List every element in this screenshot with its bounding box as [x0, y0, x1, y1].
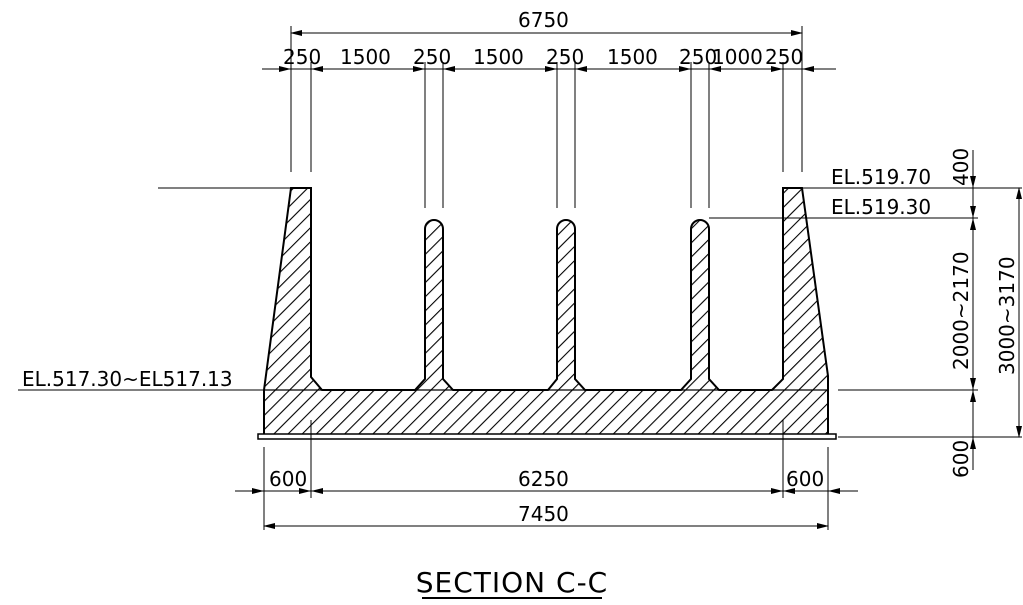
dim-seg-8: 1000 [712, 45, 763, 69]
dim-segment-arrows [279, 66, 814, 72]
dim-overall-bottom: 7450 [518, 502, 569, 526]
dim-seg-5: 250 [546, 45, 584, 69]
dim-pier-height: 2000~2170 [949, 251, 973, 370]
elevation-marks: EL.519.70 EL.519.30 EL.517.30~EL517.13 [18, 165, 1022, 438]
section-title-group: SECTION C-C [416, 566, 608, 599]
dim-top-offset: 400 [949, 148, 973, 186]
bottom-dimensions: 600 6250 600 7450 [235, 420, 858, 530]
top-extension-lines [290, 26, 803, 208]
channel-structure [263, 187, 829, 436]
base-plate [257, 433, 837, 440]
dim-seg-4: 1500 [473, 45, 524, 69]
dim-seg-7: 250 [679, 45, 717, 69]
el-519-70-label: EL.519.70 [831, 165, 931, 189]
dim-seg-6: 1500 [607, 45, 658, 69]
dim-slab-thickness: 600 [949, 440, 973, 478]
dim-inner-width: 6250 [518, 467, 569, 491]
dim-overall-top: 6750 [518, 8, 569, 32]
dim-right-footing: 600 [786, 467, 824, 491]
vertical-dimensions: 400 2000~2170 3000~3170 600 [949, 148, 1022, 478]
dim-wall-height: 3000~3170 [995, 256, 1019, 375]
dim-left-footing: 600 [269, 467, 307, 491]
dim-seg-9: 250 [765, 45, 803, 69]
dim-seg-2: 1500 [340, 45, 391, 69]
dim-seg-1: 250 [283, 45, 321, 69]
el-519-30-label: EL.519.30 [831, 195, 931, 219]
el-517-label: EL.517.30~EL517.13 [22, 367, 233, 391]
dim-seg-3: 250 [413, 45, 451, 69]
concrete-section [257, 187, 837, 440]
top-dimensions: 6750 250 1500 [262, 8, 836, 208]
section-title: SECTION C-C [416, 566, 608, 599]
